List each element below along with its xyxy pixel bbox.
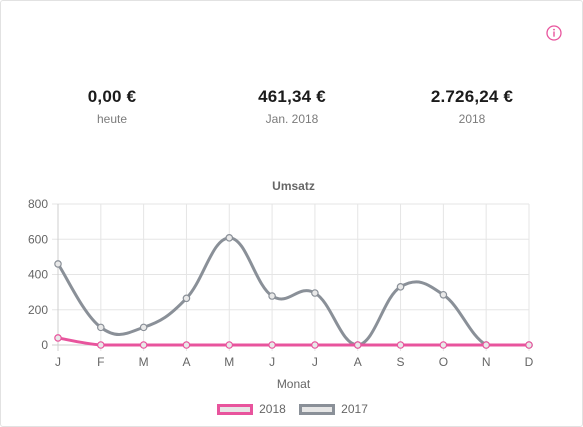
x-tick-label: M: [139, 355, 149, 369]
kpi-year-value: 2.726,24 €: [430, 87, 514, 106]
kpi-month: 461,34 € Jan. 2018: [202, 87, 382, 126]
data-point-2017: [54, 260, 62, 268]
data-point-2018: [311, 341, 319, 349]
kpi-today-label: heute: [96, 112, 128, 126]
data-point-2017: [139, 323, 148, 332]
data-point-2018: [225, 341, 234, 349]
kpi-month-label: Jan. 2018: [265, 112, 319, 126]
kpi-today: 0,00 € heute: [22, 87, 202, 126]
chart-title: Umsatz: [272, 179, 315, 193]
data-point-2017: [182, 294, 191, 303]
data-point-2018: [353, 341, 362, 349]
x-tick-label: F: [97, 355, 104, 369]
x-tick-label: S: [397, 355, 405, 369]
x-tick-label: A: [182, 355, 190, 369]
x-axis-label: Monat: [277, 377, 311, 391]
kpi-year-label: 2018: [458, 112, 486, 126]
legend-item-2017[interactable]: 2017: [299, 402, 368, 416]
data-point-2017: [439, 290, 448, 299]
y-tick-label: 200: [28, 303, 48, 317]
y-tick-label: 600: [28, 232, 48, 246]
kpi-today-value: 0,00 €: [87, 87, 137, 106]
x-tick-label: J: [269, 355, 275, 369]
data-point-2018: [482, 341, 490, 349]
data-point-2018: [396, 341, 405, 349]
data-point-2018: [139, 341, 148, 349]
x-tick-label: J: [312, 355, 318, 369]
data-point-2018: [182, 341, 191, 349]
legend-swatch-2018: [217, 403, 254, 415]
data-point-2017: [97, 323, 105, 332]
x-tick-label: A: [354, 355, 362, 369]
x-tick-label: O: [439, 355, 448, 369]
kpi-month-value: 461,34 €: [258, 87, 326, 106]
x-tick-label: D: [525, 355, 534, 369]
legend-swatch-2017: [299, 403, 336, 415]
legend-item-2018[interactable]: 2018: [217, 402, 286, 416]
legend-label-2017: 2017: [341, 402, 368, 416]
y-tick-label: 400: [28, 268, 48, 282]
data-point-2017: [268, 292, 276, 300]
data-point-2017: [396, 283, 405, 291]
info-circle-icon[interactable]: [546, 25, 562, 41]
data-point-2018: [525, 341, 533, 349]
data-point-2018: [54, 334, 62, 342]
kpi-year: 2.726,24 € 2018: [382, 87, 562, 126]
data-point-2018: [268, 341, 276, 349]
data-point-2017: [225, 234, 234, 242]
x-tick-label: J: [55, 355, 61, 369]
chart-legend: 2018 2017: [1, 402, 583, 418]
data-point-2018: [439, 341, 448, 349]
x-tick-label: N: [482, 355, 491, 369]
data-point-2018: [97, 341, 105, 349]
sales-line-chart: Umsatz 0 200 400 600 800 J F M A M J J A S O N D Monat: [28, 179, 534, 391]
legend-label-2018: 2018: [259, 402, 286, 416]
series-line-2017: [56, 236, 531, 347]
data-point-2017: [311, 289, 319, 297]
y-tick-label: 800: [28, 197, 48, 211]
y-tick-label: 0: [41, 338, 48, 352]
x-tick-label: M: [224, 355, 234, 369]
series-line-2018: [56, 336, 531, 347]
